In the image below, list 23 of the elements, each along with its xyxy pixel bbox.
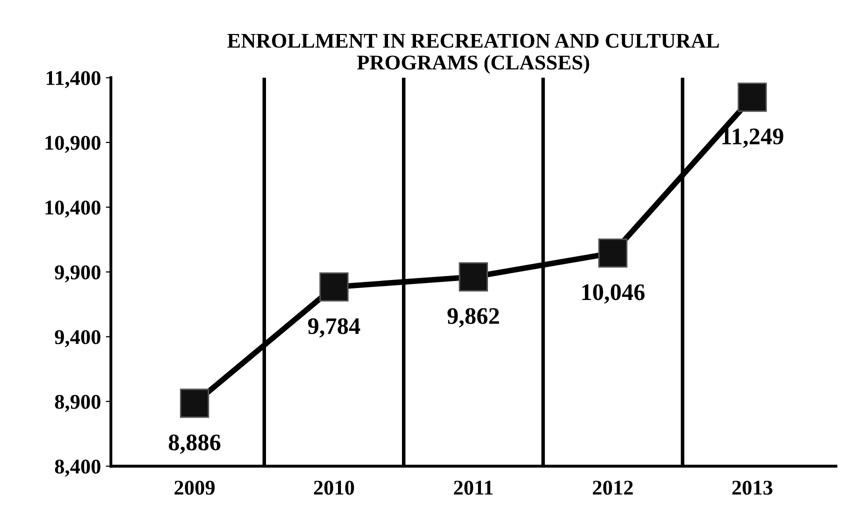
text: 8,886 [168, 434, 220, 454]
point [458, 262, 488, 292]
x-tick-label: 2010 [314, 480, 354, 495]
x-tick-label: 2011 [454, 480, 493, 495]
text: 10,046 [582, 284, 645, 304]
text: 11,249 [722, 128, 784, 148]
text: 9,862 [448, 308, 499, 328]
text: 9,784 [308, 318, 360, 338]
y-tick-label: 10,400 [46, 200, 100, 218]
y-tick-label: 9,900 [54, 265, 100, 282]
y-tick-label: 10,900 [46, 136, 100, 153]
point [598, 238, 628, 268]
point [738, 82, 767, 112]
x-tick-label: 2013 [732, 480, 772, 495]
y-tick-label: 8,900 [54, 394, 100, 412]
x-tick-label: 2012 [592, 480, 633, 495]
y-tick-label: 11,400 [46, 71, 100, 88]
y-tick-label: 8,400 [54, 460, 100, 477]
x-tick-label: 2009 [174, 480, 215, 495]
point [319, 272, 349, 302]
chart-title: ENROLLMENT IN RECREATION AND CULTURAL PROGRAMS (CLASSES) [227, 34, 719, 74]
point [180, 388, 210, 418]
y-tick-label: 9,400 [54, 330, 100, 348]
